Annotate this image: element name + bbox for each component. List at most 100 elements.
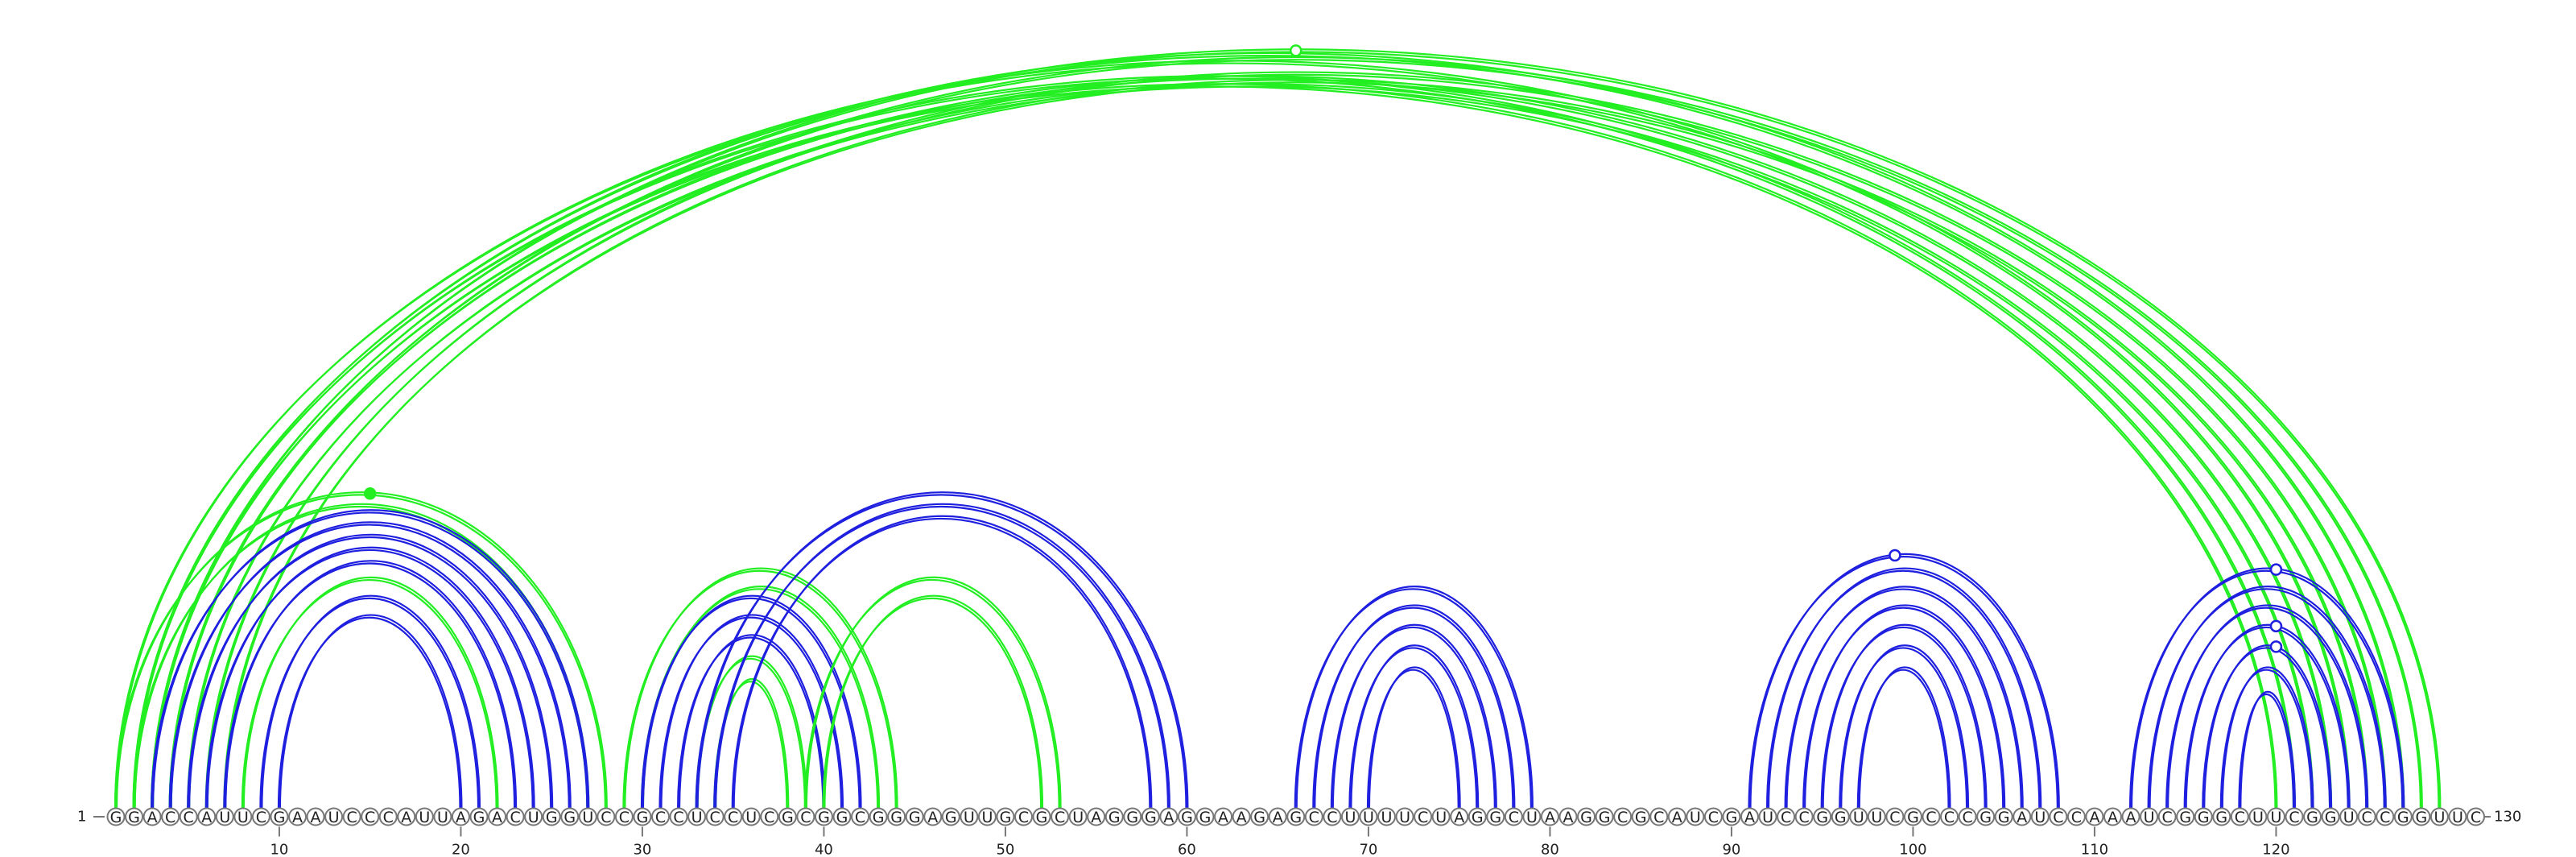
nucleotide: U [687, 807, 707, 826]
nucleotide-circle [851, 807, 870, 826]
nucleotide-letter: G [818, 809, 830, 826]
nucleotide-letter: G [1290, 809, 1302, 826]
nucleotide-circle [2176, 807, 2195, 826]
base-pair-arc [805, 576, 1062, 809]
nucleotide: C [1777, 807, 1796, 826]
nucleotide: C [614, 807, 634, 826]
nucleotide-letter: A [2107, 809, 2118, 826]
nucleotide-letter: U [1690, 809, 1701, 826]
nucleotide-letter: G [1635, 809, 1647, 826]
nucleotide: G [2412, 807, 2431, 826]
nucleotide-circle [197, 807, 217, 826]
nucleotide-circle [469, 807, 489, 826]
tick-label: 40 [815, 842, 833, 857]
nucleotide: C [1323, 807, 1342, 826]
nucleotide-circle [1141, 807, 1160, 826]
nucleotide-letter: A [927, 809, 938, 826]
nucleotide-letter: A [1091, 809, 1101, 826]
nucleotide-circle [1831, 807, 1850, 826]
nucleotide: G [1177, 807, 1196, 826]
nucleotide-letter: U [691, 809, 703, 826]
nucleotide-letter: G [1253, 809, 1265, 826]
nucleotide: A [2013, 807, 2032, 826]
base-pair-arc [204, 73, 2385, 809]
nucleotide: C [851, 807, 870, 826]
nucleotide: C [705, 807, 724, 826]
nucleotide-letter: C [1926, 809, 1936, 826]
nucleotide-letter: G [836, 809, 848, 826]
tick-label: 120 [2262, 842, 2289, 857]
base-pair-arc [259, 597, 480, 809]
nucleotide: U [741, 807, 761, 826]
base-pair-arc [1312, 607, 1514, 809]
nucleotide: G [941, 807, 960, 826]
nucleotide: C [1649, 807, 1669, 826]
base-pair-arc [715, 677, 790, 809]
nucleotide: C [161, 807, 180, 826]
nucleotide: U [1377, 807, 1396, 826]
nucleotide-circle [306, 807, 325, 826]
nucleotide-letter: C [1653, 809, 1664, 826]
base-pair-arc [261, 594, 481, 809]
nucleotide-circle [106, 807, 126, 826]
nucleotide-circle [633, 807, 652, 826]
nucleotide-circle [142, 807, 162, 826]
nucleotide-letter: U [981, 809, 993, 826]
nucleotide-letter: U [2144, 809, 2155, 826]
nucleotide-circle [2429, 807, 2449, 826]
nucleotide-letter: C [2071, 809, 2082, 826]
nucleotide-circle [1558, 807, 1578, 826]
nucleotide-letter: C [1309, 809, 1319, 826]
nucleotide: G [2176, 807, 2195, 826]
nucleotide: G [814, 807, 833, 826]
base-pair-arc [2165, 607, 2368, 809]
nucleotide-circle [1323, 807, 1342, 826]
nucleotide-circle [1777, 807, 1796, 826]
nucleotide-circle [687, 807, 707, 826]
nucleotide-circle [1014, 807, 1033, 826]
nucleotide-letter: C [1509, 809, 1519, 826]
nucleotide: A [1268, 807, 1287, 826]
nucleotide-circle [1994, 807, 2013, 826]
base-pair-arc [151, 511, 588, 809]
nucleotide-circle [1595, 807, 1614, 826]
nucleotide-letter: G [546, 809, 558, 826]
nucleotide-letter: G [1835, 809, 1847, 826]
nucleotide-circle [977, 807, 997, 826]
nucleotide-letter: C [1944, 809, 1955, 826]
tick-label: 50 [996, 842, 1014, 857]
nucleotide: G [1104, 807, 1124, 826]
nucleotide: U [1522, 807, 1542, 826]
nucleotide-circle [1703, 807, 1723, 826]
base-pair-arc [206, 546, 535, 809]
nucleotide-circle [2212, 807, 2231, 826]
base-pair-arc [170, 521, 572, 809]
nucleotide: G [106, 807, 126, 826]
nucleotide: G [270, 807, 289, 826]
nucleotide-letter: U [1072, 809, 1084, 826]
nucleotide-circle [1577, 807, 1596, 826]
nucleotide-letter: C [1708, 809, 1719, 826]
nucleotide-circle [125, 807, 144, 826]
nucleotide: C [760, 807, 779, 826]
base-pair-arc [803, 578, 1060, 809]
base-pair-arc [1331, 623, 1497, 809]
nucleotide-letter: U [1435, 809, 1447, 826]
nucleotide-letter: A [1454, 809, 1464, 826]
nucleotide-letter: U [2343, 809, 2355, 826]
nucleotide-letter: C [2053, 809, 2063, 826]
nucleotide-circle [1032, 807, 1051, 826]
base-pair-arc [640, 597, 861, 809]
nucleotide-letter: U [528, 809, 539, 826]
nucleotide-letter: A [1563, 809, 1574, 826]
nucleotide: G [542, 807, 561, 826]
nucleotide-circle [597, 807, 616, 826]
nucleotide-circle [1486, 807, 1505, 826]
nucleotide-letter: U [2034, 809, 2046, 826]
base-pair-arc [2240, 690, 2297, 809]
nucleotide: C [1414, 807, 1433, 826]
base-pair-arc [622, 569, 897, 809]
nucleotide: U [324, 807, 344, 826]
nucleotide: U [1758, 807, 1777, 826]
nucleotide-letter: C [601, 809, 611, 826]
